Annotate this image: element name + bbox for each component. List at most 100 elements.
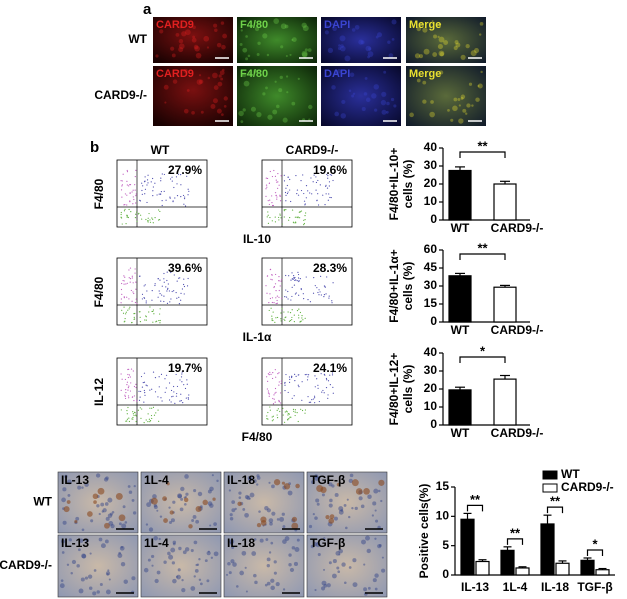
event-dot [123,306,125,308]
cell-speck [365,45,372,52]
event-dot [332,386,334,388]
event-dot [160,300,162,302]
event-dot [323,392,325,394]
y-axis-label: cells (%) [401,160,415,209]
event-dot [301,399,303,401]
percentage: 39.6% [168,261,202,275]
event-dot [278,372,280,374]
event-dot [170,298,172,300]
event-dot [324,286,326,288]
cell-speck [308,118,311,121]
event-dot [165,374,168,376]
event-dot [272,372,274,374]
event-dot [120,373,122,375]
event-dot [135,420,137,423]
cell-speck [326,25,329,28]
event-dot [129,192,131,194]
event-dot [130,368,133,370]
nucleus [236,585,239,588]
nucleus [145,523,149,526]
event-dot [297,194,300,196]
event-dot [180,196,182,198]
bar [475,560,490,576]
event-dot [272,419,274,421]
event-dot [131,322,133,324]
event-dot [274,283,277,285]
event-dot [303,298,305,300]
event-dot [127,389,129,391]
event-dot [126,409,128,412]
y-tick-label: 60 [424,242,438,256]
event-dot [266,216,268,218]
stain [283,483,291,490]
event-dot [129,390,132,392]
nucleus [323,537,326,540]
cell-speck [387,40,391,44]
nucleus [61,551,65,554]
nucleus [66,563,70,566]
event-dot [160,177,162,179]
event-dot [120,216,122,218]
stain [162,496,167,502]
event-dot [307,374,310,376]
cell-speck [354,24,360,30]
cell-speck [307,48,312,52]
event-dot [266,177,269,180]
event-dot [188,394,190,396]
event-dot [302,174,304,176]
event-dot [176,183,178,185]
cell-speck [475,97,480,102]
nucleus [281,512,285,516]
nucleus [107,569,110,572]
cell-speck [256,111,262,118]
event-dot [304,219,306,221]
event-dot [283,208,285,211]
nucleus [258,510,261,513]
event-dot [128,277,130,279]
event-dot [299,210,301,213]
event-dot [293,277,295,280]
ihc-image [57,534,139,598]
event-dot [327,394,329,396]
event-dot [126,216,128,218]
event-dot [274,401,276,403]
event-dot [286,192,289,195]
event-dot [304,412,306,414]
nucleus [254,580,258,585]
event-dot [173,391,175,393]
event-dot [313,277,315,279]
event-dot [276,316,279,319]
event-dot [147,420,149,423]
event-dot [126,169,128,172]
nucleus [207,489,212,494]
event-dot [285,289,287,291]
axis-label: IL-1α [243,330,272,344]
channel-label: DAPI [324,68,350,80]
event-dot [320,275,322,277]
channel-label: F4/80 [240,19,268,31]
nucleus [343,503,347,507]
event-dot [138,212,140,215]
event-dot [326,276,328,278]
event-dot [287,414,289,416]
channel-label: F4/80 [240,68,268,80]
nucleus [92,591,97,596]
nucleus [154,578,159,584]
cell-speck [216,108,222,114]
legend-label: WT [561,467,580,481]
event-dot [308,401,310,403]
event-dot [160,180,162,182]
y-axis-label: F4/80+IL-1α+ [387,249,401,322]
event-dot [146,290,148,292]
event-dot [266,415,268,417]
event-dot [274,387,277,390]
x-tick-label: WT [451,426,470,440]
cell-speck [479,22,484,26]
event-dot [299,311,302,314]
event-dot [291,376,293,379]
event-dot [175,291,177,294]
event-dot [143,372,146,374]
y-tick-label: 30 [424,363,438,377]
event-dot [181,381,183,383]
legend-swatch [542,483,558,493]
